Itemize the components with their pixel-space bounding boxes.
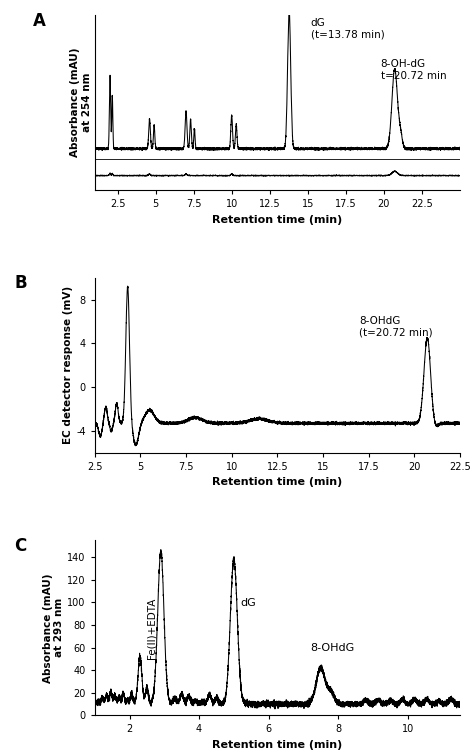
Text: 8-OHdG: 8-OHdG xyxy=(310,643,355,654)
X-axis label: Retention time (min): Retention time (min) xyxy=(212,477,342,487)
Y-axis label: EC detector response (mV): EC detector response (mV) xyxy=(64,286,73,444)
Text: 8-OHdG
(t=20.72 min): 8-OHdG (t=20.72 min) xyxy=(359,316,433,337)
X-axis label: Retention time (min): Retention time (min) xyxy=(212,740,342,750)
Text: C: C xyxy=(15,537,27,555)
Y-axis label: Absorbance (mAU)
at 293 nm: Absorbance (mAU) at 293 nm xyxy=(43,573,64,682)
Y-axis label: Absorbance (mAU)
at 254 nm: Absorbance (mAU) at 254 nm xyxy=(71,48,92,157)
Text: 8-OH-dG
t=20.72 min: 8-OH-dG t=20.72 min xyxy=(381,59,447,81)
X-axis label: Retention time (min): Retention time (min) xyxy=(212,215,342,224)
Text: A: A xyxy=(33,11,46,29)
Text: Fe(II)+EDTA: Fe(II)+EDTA xyxy=(146,597,156,659)
Text: dG
(t=13.78 min): dG (t=13.78 min) xyxy=(311,18,384,40)
Text: dG: dG xyxy=(241,598,256,608)
Text: B: B xyxy=(15,274,27,292)
